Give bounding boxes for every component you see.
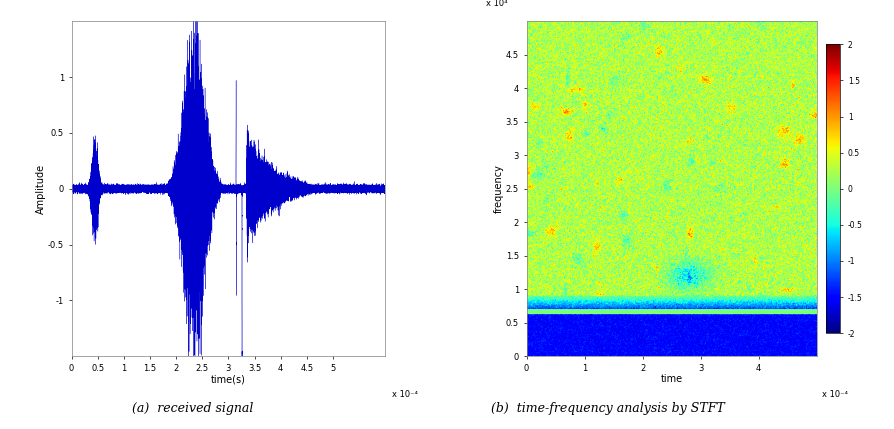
X-axis label: time: time (661, 374, 683, 384)
Text: x 10⁻⁴: x 10⁻⁴ (392, 390, 417, 399)
Y-axis label: frequency: frequency (494, 164, 504, 213)
Text: (a)  received signal: (a) received signal (131, 402, 253, 415)
Text: x 10⁴: x 10⁴ (486, 0, 508, 8)
Text: x 10⁻⁴: x 10⁻⁴ (822, 390, 848, 399)
Text: (b)  time-frequency analysis by STFT: (b) time-frequency analysis by STFT (491, 402, 725, 415)
X-axis label: time(s): time(s) (211, 374, 246, 384)
Y-axis label: Amplitude: Amplitude (37, 164, 46, 214)
